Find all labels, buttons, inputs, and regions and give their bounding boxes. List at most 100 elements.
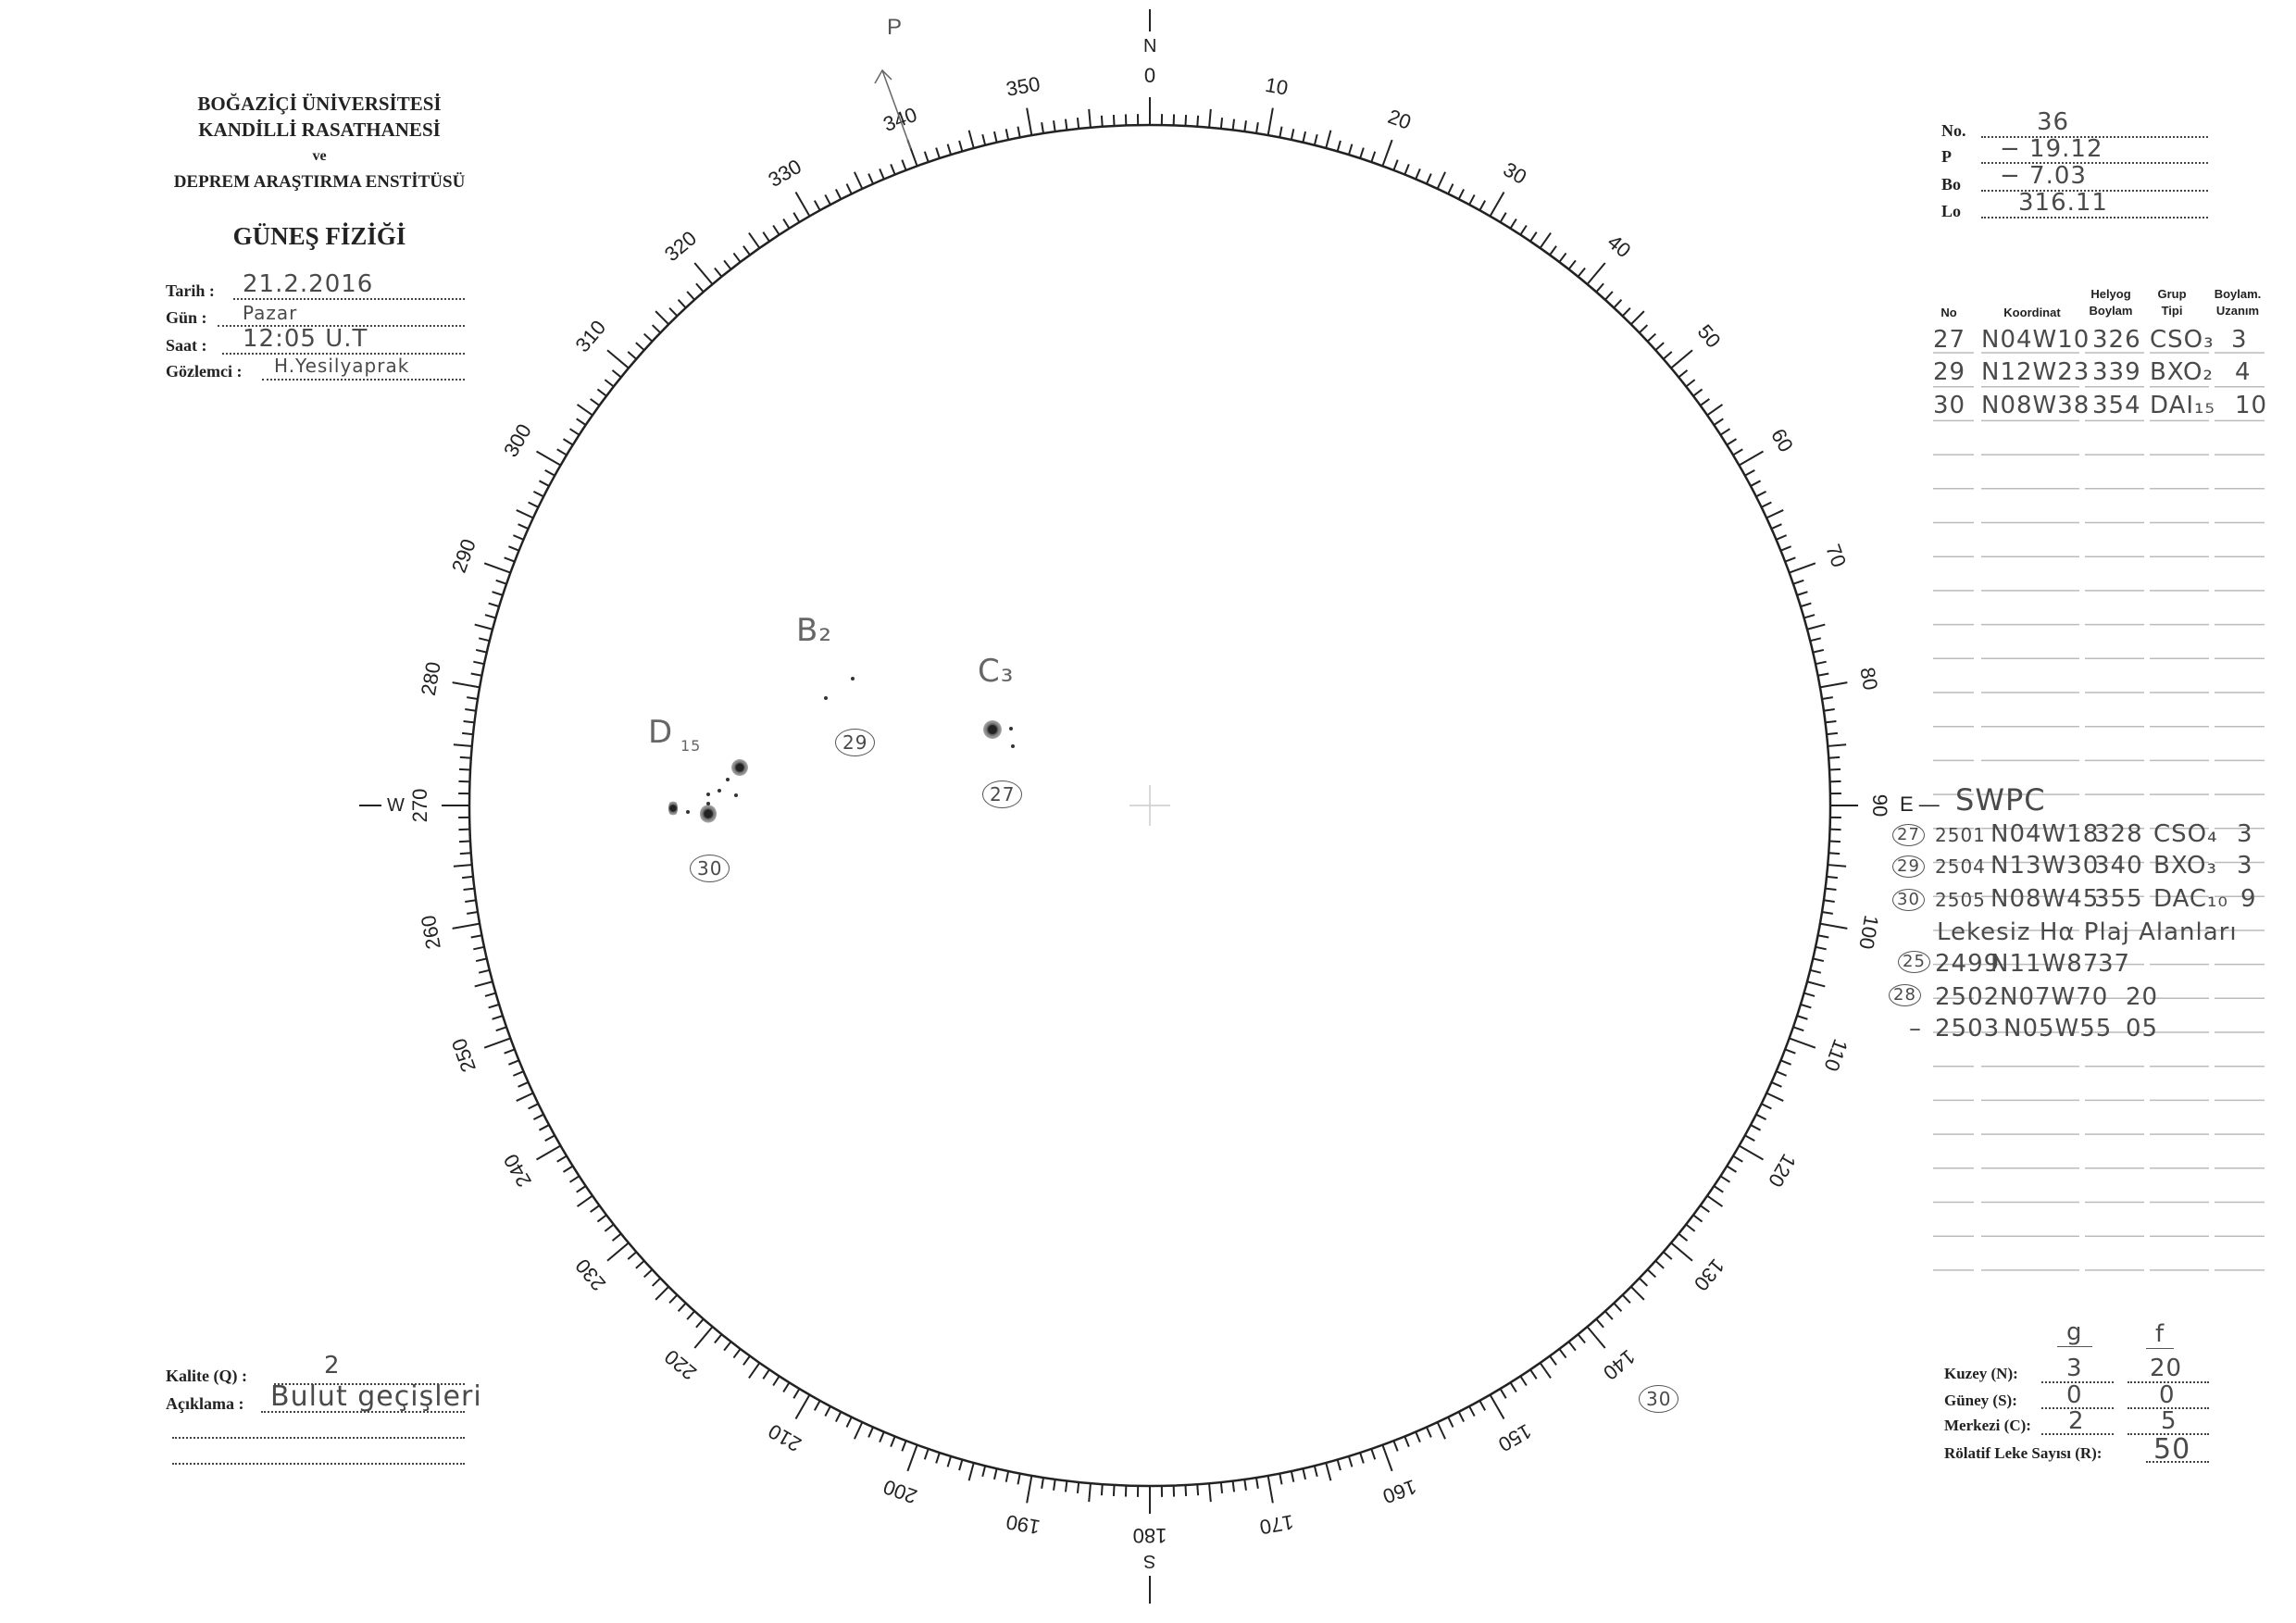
institution-name: BOĞAZİÇİ ÜNİVERSİTESİ xyxy=(197,93,442,115)
scale-label: 70 xyxy=(1821,541,1851,570)
scale-tick xyxy=(655,310,669,325)
scale-tick xyxy=(1457,188,1466,200)
scale-tick xyxy=(992,131,998,144)
scale-tick xyxy=(1766,1092,1784,1102)
scale-tick xyxy=(782,218,791,230)
p-angle-value[interactable]: − 19.12 xyxy=(2000,135,2103,163)
west-letter: W xyxy=(387,795,405,816)
observer-label: Gözlemci : xyxy=(166,362,243,381)
scale-tick xyxy=(1064,1480,1068,1492)
scale-tick xyxy=(1499,1388,1507,1399)
scale-tick xyxy=(1336,1459,1341,1471)
scale-tick xyxy=(1243,120,1247,132)
scale-tick xyxy=(1436,171,1446,190)
lo-value[interactable]: 316.11 xyxy=(2018,189,2108,217)
scale-tick xyxy=(1479,1400,1487,1411)
remarks-value[interactable]: Bulut geçişleri xyxy=(270,1380,482,1413)
scale-tick xyxy=(1706,1194,1724,1207)
quality-value[interactable]: 2 xyxy=(324,1352,341,1380)
scale-tick xyxy=(824,194,831,206)
date-value[interactable]: 21.2.2016 xyxy=(243,270,374,298)
scale-tick xyxy=(1064,119,1068,131)
scale-tick xyxy=(1744,1134,1755,1142)
day-field-line xyxy=(218,325,465,327)
scale-tick xyxy=(854,1421,864,1440)
scale-tick xyxy=(576,1185,587,1193)
scale-label: 260 xyxy=(417,914,445,952)
north-f-value[interactable]: 20 xyxy=(2150,1355,2183,1382)
scale-label: 270 xyxy=(408,789,431,823)
scale-tick xyxy=(854,171,864,190)
bo-value[interactable]: − 7.03 xyxy=(2000,162,2087,190)
scale-tick xyxy=(568,1175,580,1183)
scale-tick xyxy=(1325,1462,1332,1481)
observer-value[interactable]: H.Yesilyaprak xyxy=(274,355,410,377)
bo-label: Bo xyxy=(1941,175,1962,194)
remarks-line-3 xyxy=(172,1463,465,1465)
time-field-line xyxy=(222,353,465,355)
swpc-uzanim: 9 xyxy=(2240,885,2257,913)
row-no: 30 xyxy=(1933,392,1966,419)
scale-tick xyxy=(458,768,471,771)
pore xyxy=(686,810,690,814)
scale-tick xyxy=(1663,1251,1673,1260)
scale-tick xyxy=(528,501,539,508)
scale-tick xyxy=(1819,681,1848,689)
scale-tick xyxy=(992,1467,998,1480)
scale-tick xyxy=(1053,1479,1056,1491)
scale-tick xyxy=(946,144,953,156)
relative-number-value[interactable]: 50 xyxy=(2153,1433,2191,1466)
remarks-label: Açıklama : xyxy=(166,1394,244,1413)
scale-tick xyxy=(1426,173,1432,184)
scale-tick xyxy=(1519,224,1528,236)
scale-tick xyxy=(1184,114,1188,127)
scale-tick xyxy=(1529,1368,1538,1380)
north-f-line xyxy=(2128,1381,2209,1383)
center-f-value[interactable]: 5 xyxy=(2161,1407,2177,1435)
scale-label: 160 xyxy=(1379,1475,1419,1508)
group-label-29: 29 xyxy=(835,729,876,756)
scale-tick xyxy=(792,212,801,223)
scale-label: 320 xyxy=(660,226,701,266)
scale-tick xyxy=(824,1405,831,1417)
row-grup: DAI₁₅ xyxy=(2150,392,2215,419)
scale-tick xyxy=(967,130,975,149)
scale-tick xyxy=(463,887,475,892)
scale-tick xyxy=(544,468,555,477)
swpc-koordinat: N13W30 xyxy=(1990,852,2100,880)
scale-tick xyxy=(879,168,885,180)
scale-label: 40 xyxy=(1603,230,1636,262)
scale-tick xyxy=(1678,1232,1689,1242)
scale-tick xyxy=(1370,151,1377,163)
scale-tick xyxy=(1646,332,1657,343)
north-g-value[interactable]: 3 xyxy=(2066,1355,2083,1382)
scale-tick xyxy=(1654,342,1665,351)
scale-tick xyxy=(668,1294,679,1305)
scale-tick xyxy=(845,1417,853,1428)
pore xyxy=(706,793,710,796)
pore xyxy=(726,778,730,781)
scale-tick xyxy=(1290,129,1295,141)
day-value[interactable]: Pazar xyxy=(243,302,298,324)
scale-tick xyxy=(1828,852,1841,855)
institute-name: DEPREM ARAŞTIRMA ENSTİTÜSÜ xyxy=(173,172,466,192)
scale-tick xyxy=(512,534,524,541)
number-value[interactable]: 36 xyxy=(2037,108,2070,136)
scale-tick xyxy=(516,509,534,519)
scale-tick xyxy=(532,1113,544,1121)
center-g-value[interactable]: 2 xyxy=(2068,1407,2085,1435)
quality-field-line xyxy=(274,1383,465,1385)
south-f-value[interactable]: 0 xyxy=(2159,1381,2176,1409)
noaa-number: 2499 xyxy=(1935,950,2001,978)
scale-tick xyxy=(1828,768,1841,771)
plage-boylam: 20 xyxy=(2126,983,2159,1011)
scale-tick xyxy=(1426,1427,1432,1438)
center-f-line xyxy=(2128,1433,2209,1435)
south-g-value[interactable]: 0 xyxy=(2066,1381,2083,1409)
scale-tick xyxy=(488,1003,500,1009)
scale-label: 300 xyxy=(499,420,536,461)
scale-tick xyxy=(1313,133,1318,146)
scale-label: 80 xyxy=(1855,666,1882,692)
scale-tick xyxy=(1586,262,1606,285)
time-value[interactable]: 12:05 U.T xyxy=(243,325,368,353)
